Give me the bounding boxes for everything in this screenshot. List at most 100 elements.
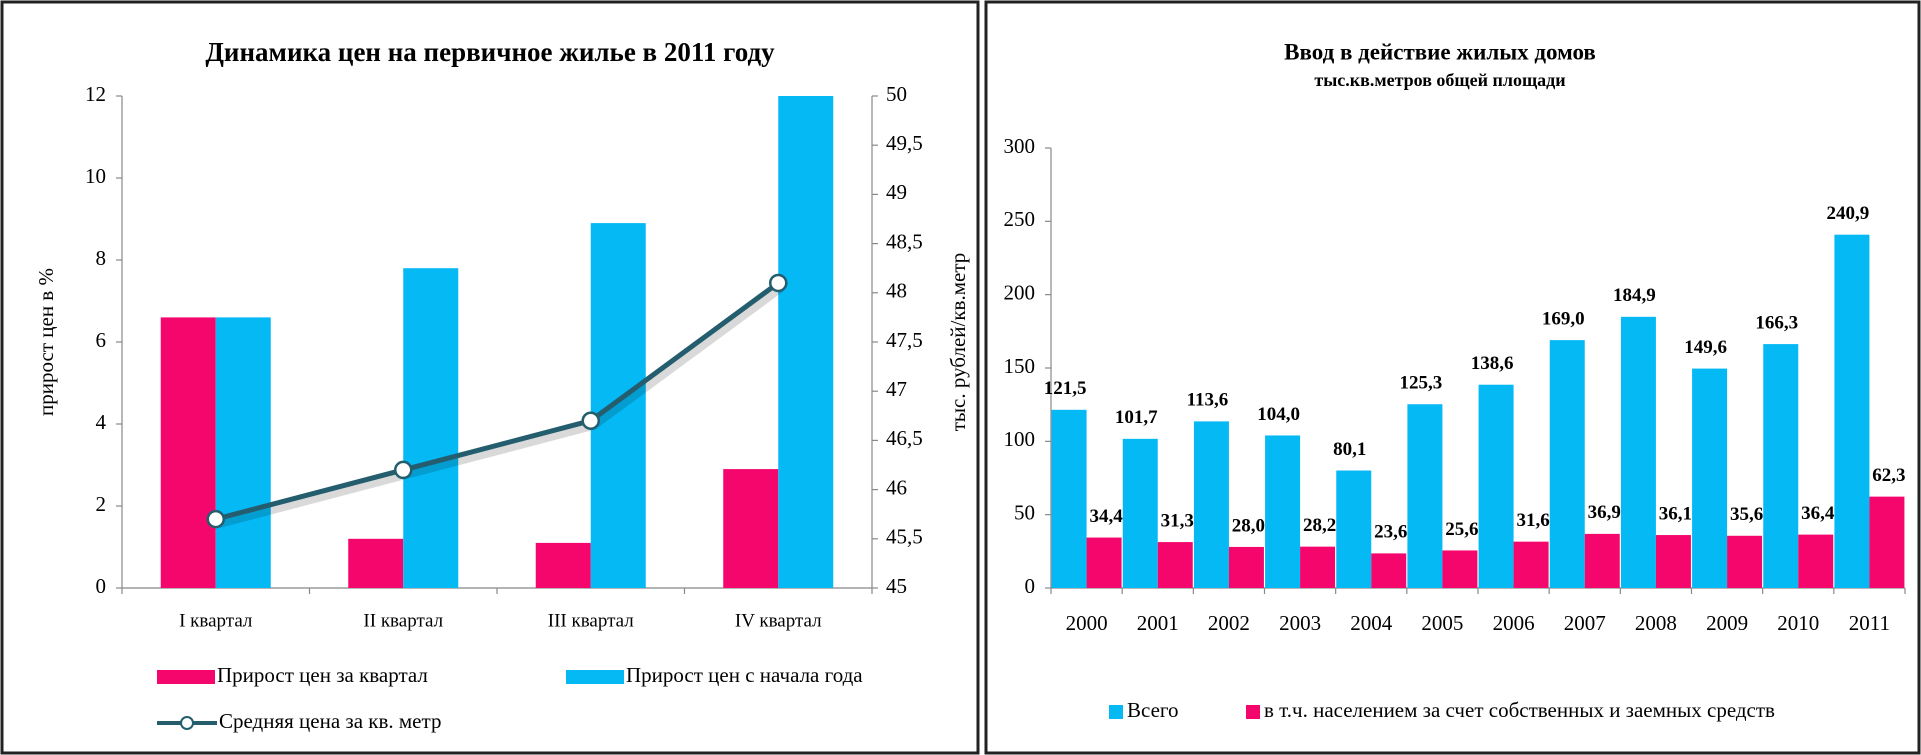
y2-tick-label: 48 (886, 279, 907, 303)
y-tick-label: 10 (85, 164, 106, 188)
legend-swatch (1109, 705, 1123, 719)
x-tick-label: II квартал (363, 610, 443, 631)
data-label: 36,9 (1588, 502, 1621, 523)
data-label: 23,6 (1374, 522, 1407, 543)
bar (1300, 546, 1336, 588)
bar (1834, 234, 1870, 588)
legend-label: Всего (1127, 698, 1179, 722)
y-tick-label: 8 (96, 246, 107, 270)
bar (1869, 496, 1905, 588)
y2-tick-label: 49 (886, 180, 907, 204)
bar (403, 268, 459, 588)
legend-label: в т.ч. населением за счет собственных и … (1264, 698, 1775, 722)
y-tick-label: 250 (1004, 207, 1036, 231)
y2-tick-label: 50 (886, 82, 907, 106)
data-label: 35,6 (1730, 504, 1763, 525)
y-tick-label: 200 (1004, 280, 1036, 304)
y-tick-label: 150 (1004, 354, 1036, 378)
bar (215, 317, 271, 588)
x-tick-label: 2000 (1066, 611, 1108, 635)
bar (590, 223, 646, 588)
y-tick-label: 0 (1025, 574, 1036, 598)
y-tick-label: 300 (1004, 134, 1036, 158)
panel-border (0, 0, 980, 755)
data-label: 125,3 (1400, 373, 1443, 394)
bar (1157, 542, 1193, 588)
bar (1051, 409, 1087, 588)
bar (1549, 340, 1585, 588)
bar (1336, 470, 1372, 588)
y2-tick-label: 47 (886, 377, 907, 401)
line-marker (769, 273, 788, 293)
chart-title: Динамика цен на первичное жилье в 2011 г… (205, 37, 775, 67)
bar (1727, 535, 1763, 588)
data-label: 80,1 (1333, 439, 1366, 460)
bar (1407, 404, 1443, 588)
data-label: 31,3 (1161, 510, 1194, 531)
x-tick-label: 2007 (1564, 611, 1606, 635)
y-tick-label: 4 (96, 410, 107, 434)
bar (1371, 553, 1407, 588)
bar (1228, 546, 1264, 588)
chart-subtitle: тыс.кв.метров общей площади (1314, 70, 1565, 90)
legend-label: Средняя цена за кв. метр (219, 709, 441, 733)
line-shadow (217, 284, 784, 528)
chart-title: Ввод в действие жилых домов (1284, 39, 1596, 64)
line (215, 280, 780, 522)
y-tick-label: 6 (96, 328, 107, 352)
bar (1692, 368, 1728, 588)
legend-label: Прирост цен за квартал (217, 663, 428, 687)
data-label: 28,2 (1303, 515, 1336, 536)
legend-swatch (566, 670, 624, 684)
data-label: 101,7 (1115, 407, 1158, 428)
bar (1442, 550, 1478, 588)
data-label: 138,6 (1471, 353, 1514, 374)
y-tick-label: 100 (1004, 427, 1036, 451)
y-tick-label: 0 (96, 574, 107, 598)
x-tick-label: 2008 (1635, 611, 1677, 635)
data-label: 104,0 (1257, 404, 1300, 425)
y2-tick-label: 48,5 (886, 229, 923, 253)
bar (1620, 316, 1656, 588)
panel-border (984, 0, 1921, 755)
data-label: 184,9 (1613, 285, 1656, 306)
bar (1193, 421, 1229, 588)
data-label: 34,4 (1089, 506, 1123, 527)
bar (1086, 537, 1122, 588)
y2-tick-label: 46 (886, 475, 907, 499)
y-axis-title: прирост цен в % (34, 268, 58, 416)
data-label: 62,3 (1872, 465, 1905, 486)
legend-label: Прирост цен с начала года (626, 663, 863, 687)
x-tick-label: 2009 (1706, 611, 1748, 635)
x-tick-label: 2010 (1777, 611, 1819, 635)
y2-tick-label: 45,5 (886, 525, 923, 549)
line-marker (206, 509, 225, 529)
y2-tick-label: 45 (886, 574, 907, 598)
y-tick-label: 2 (96, 492, 107, 516)
bar (1763, 344, 1799, 588)
x-tick-label: 2011 (1849, 611, 1890, 635)
x-tick-label: IV квартал (735, 610, 822, 631)
legend-swatch (1246, 705, 1260, 719)
data-label: 149,6 (1684, 337, 1727, 358)
data-label: 31,6 (1516, 510, 1549, 531)
x-tick-label: 2003 (1279, 611, 1321, 635)
bar (1513, 541, 1549, 588)
x-tick-label: 2002 (1208, 611, 1250, 635)
bar (1122, 438, 1158, 588)
y-tick-label: 50 (1014, 500, 1035, 524)
data-label: 113,6 (1187, 390, 1229, 411)
data-label: 28,0 (1232, 515, 1265, 536)
data-label: 36,1 (1659, 503, 1692, 524)
y2-axis-title: тыс. рублей/кв.метр (946, 253, 970, 432)
legend-swatch (157, 670, 215, 684)
bar (723, 469, 779, 588)
bar (1798, 534, 1834, 588)
x-tick-label: 2004 (1350, 611, 1393, 635)
data-label: 121,5 (1044, 378, 1087, 399)
x-tick-label: 2005 (1421, 611, 1463, 635)
y2-tick-label: 47,5 (886, 328, 923, 352)
x-tick-label: III квартал (548, 610, 635, 631)
